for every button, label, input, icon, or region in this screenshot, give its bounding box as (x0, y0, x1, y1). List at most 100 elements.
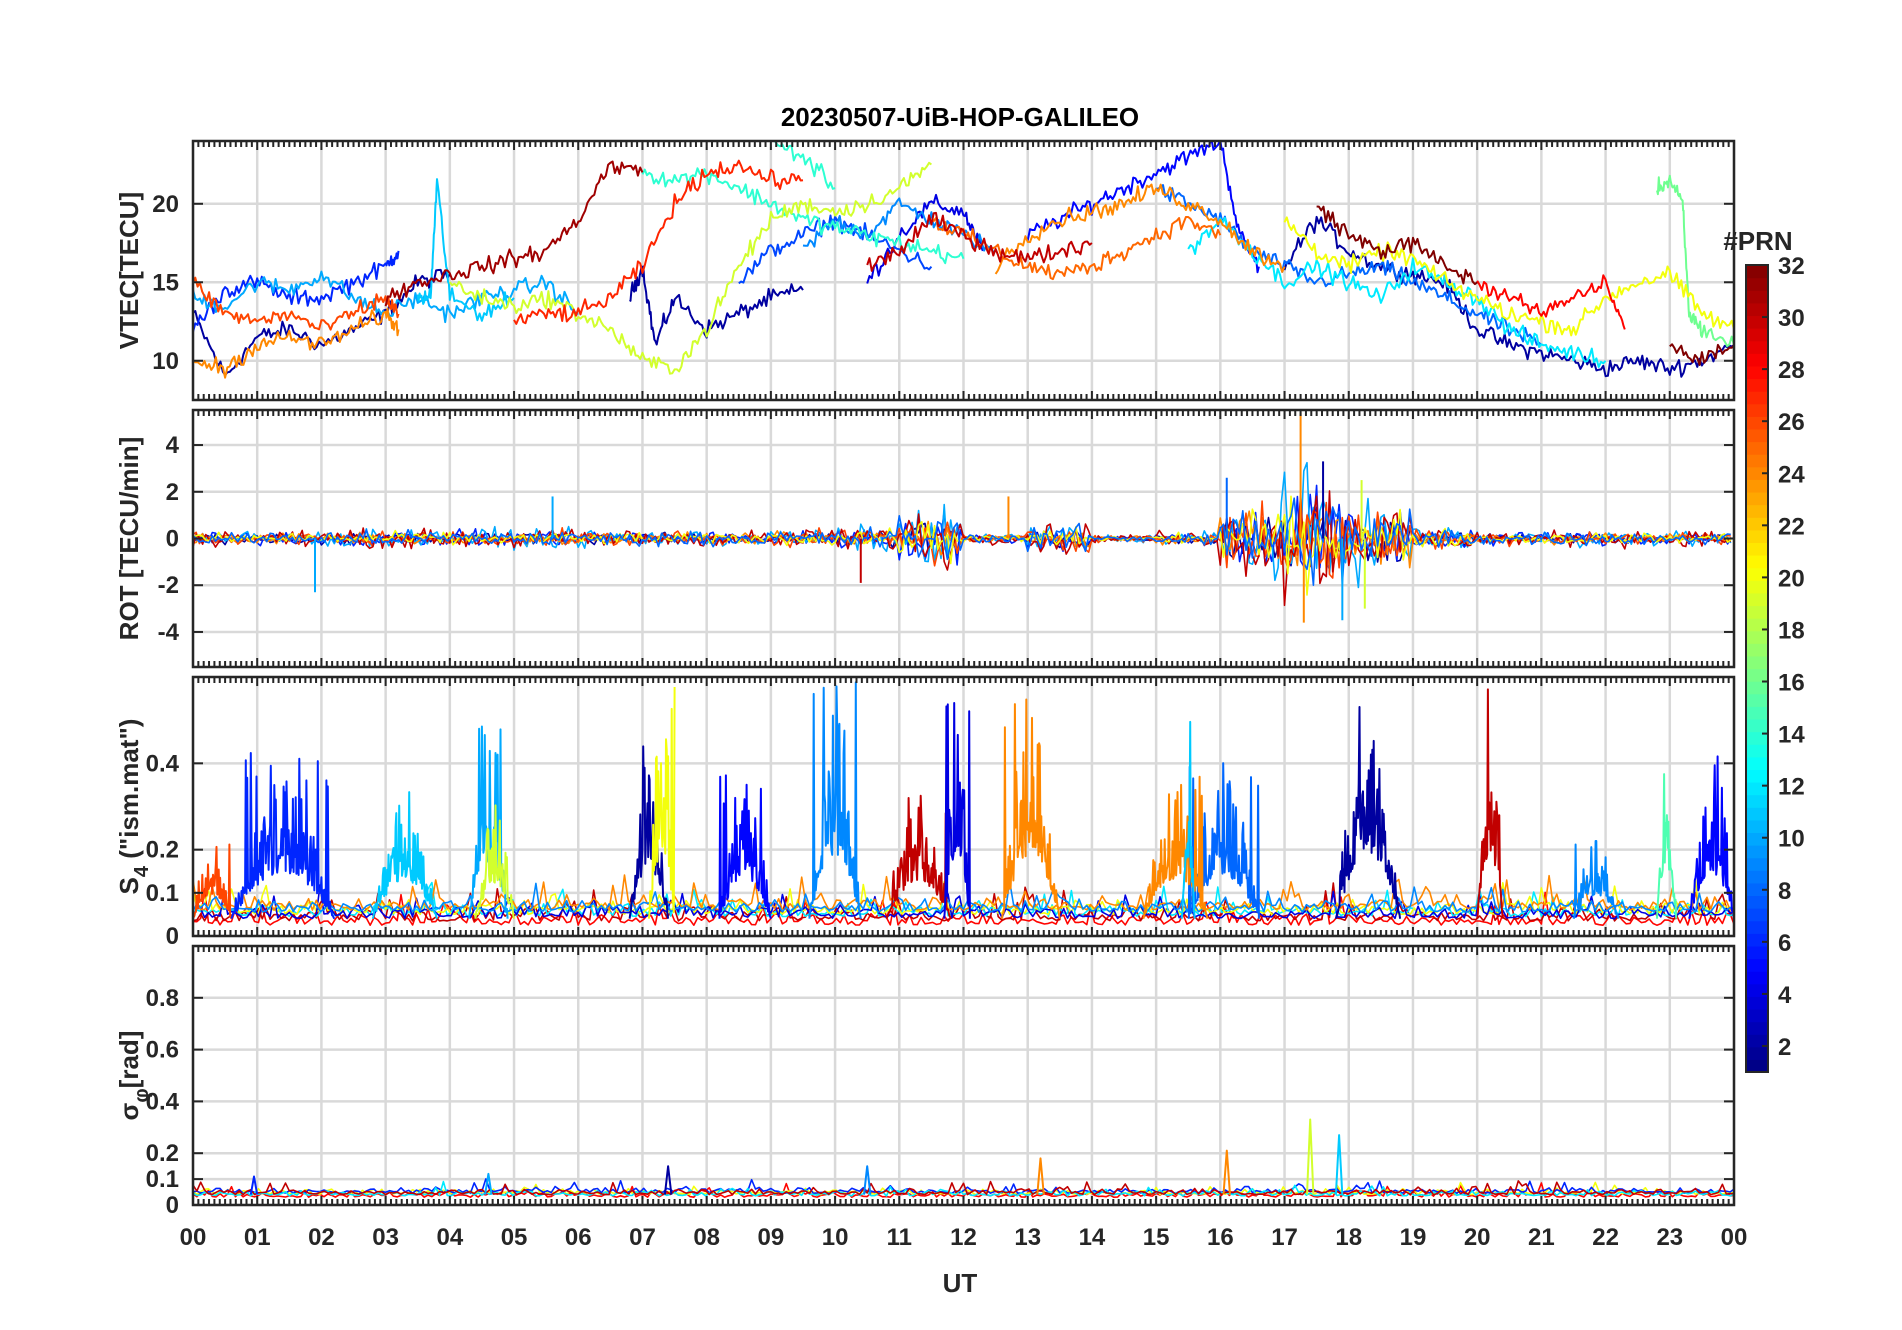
series-group (193, 1118, 1734, 1198)
colorbar-segment (1746, 756, 1768, 770)
s4-burst-prn-26 (193, 843, 233, 920)
panel-s4: 0 0.1 0.2 0.4S4 ("ism.mat") (114, 675, 1736, 950)
colorbar-segment (1746, 491, 1768, 506)
series-group (193, 681, 1734, 926)
colorbar-segment (1746, 466, 1768, 480)
colorbar-segment (1746, 277, 1768, 291)
colorbar-tick-label: 18 (1778, 617, 1805, 644)
x-tick-label: 20 (1464, 1224, 1491, 1251)
s4-burst-prn-4 (943, 702, 971, 919)
y-tick-label: 0.4 (146, 750, 180, 777)
sigma-spike (1222, 1149, 1231, 1195)
sigma_phi-y-axis-label: σφ[rad] (114, 1031, 153, 1121)
x-tick-label: 15 (1143, 1224, 1170, 1251)
series-group (193, 412, 1732, 623)
colorbar-segment (1746, 290, 1768, 304)
colorbar-tick-label: 24 (1778, 461, 1805, 488)
x-tick-label: 17 (1271, 1224, 1298, 1251)
colorbar-segment (1746, 870, 1768, 884)
panel-sigma_phi: 00.10.2 0.4 0.6 0.8 σφ[rad] (114, 944, 1736, 1219)
sigma-spike (663, 1165, 673, 1195)
y-tick-label: -4 (158, 619, 180, 646)
colorbar-segment (1746, 580, 1768, 594)
y-tick-label: 20 (152, 191, 179, 218)
y-tick-label: 0.4 (146, 1088, 180, 1115)
colorbar-segment (1746, 895, 1768, 909)
s4-burst-prn-24 (1001, 698, 1061, 919)
vtec-series-prn-31 (384, 160, 644, 307)
colorbar-segment (1746, 920, 1768, 934)
colorbar-segment (1746, 668, 1768, 682)
vtec-series-prn-30 (866, 211, 1093, 272)
x-axis: 00 01 02 03 04 05 06 07 08 09 10 11 12 13 14 15 16 17 18 19… (180, 1224, 1748, 1251)
sigma-spike (1334, 1134, 1344, 1195)
colorbar-tick-label: 26 (1778, 409, 1805, 436)
y-tick-label: -2 (158, 572, 179, 599)
colorbar-segment (1746, 945, 1768, 960)
colorbar-segment (1746, 315, 1768, 329)
sigma-baseline-prn-12 (193, 1180, 1734, 1197)
sigma-spike (1306, 1118, 1315, 1195)
s4-burst-prn-9 (808, 681, 862, 919)
colorbar-segment (1746, 882, 1768, 897)
colorbar-segment (1746, 592, 1768, 607)
rot-series-prn-8 (193, 497, 1731, 586)
vtec-series-prn-19 (448, 161, 932, 375)
colorbar-segment (1746, 353, 1768, 367)
s4-burst-prn-30 (1476, 688, 1504, 919)
vtec-series-prn-8 (1155, 184, 1543, 346)
x-tick-label: 19 (1400, 1224, 1427, 1251)
series-group (193, 141, 1734, 379)
colorbar-segment (1746, 441, 1768, 455)
colorbar-segment (1746, 1046, 1768, 1060)
x-tick-label: 05 (501, 1224, 528, 1251)
x-tick-label: 16 (1207, 1224, 1234, 1251)
vtec-series-prn-2 (628, 265, 804, 346)
colorbar-segment (1746, 958, 1768, 972)
x-tick-label: 14 (1079, 1224, 1106, 1251)
s4-burst-prn-6 (230, 752, 336, 920)
y-tick-label: 2 (166, 479, 179, 506)
x-tick-label: 03 (372, 1224, 399, 1251)
colorbar-segment (1746, 996, 1768, 1010)
vtec-series-prn-32 (1316, 205, 1478, 286)
x-axis-label: UT (943, 1268, 978, 1298)
s4-burst-prn-2 (1334, 706, 1402, 919)
s4-burst-prn-19 (474, 804, 515, 919)
s4-y-axis-label: S4 ("ism.mat") (114, 719, 153, 895)
vtec-series-prn-16 (1656, 174, 1734, 348)
x-tick-label: 22 (1592, 1224, 1619, 1251)
colorbar-tick-label: 16 (1778, 670, 1805, 697)
y-tick-label: 0.1 (146, 1166, 179, 1193)
x-tick-label: 11 (887, 1224, 912, 1251)
colorbar-segment (1746, 542, 1768, 556)
colorbar-tick-label: 4 (1778, 982, 1792, 1009)
y-tick-label: 0.2 (146, 1140, 179, 1167)
vtec-series-prn-26 (193, 276, 400, 331)
colorbar-segment (1746, 983, 1768, 997)
y-tick-label: 0 (166, 923, 179, 950)
colorbar-segment (1746, 971, 1768, 985)
vtec-series-prn-12 (1187, 216, 1607, 368)
colorbar-segment (1746, 794, 1768, 808)
colorbar-tick-label: 14 (1778, 722, 1805, 749)
vtec-series-prn-11 (416, 178, 515, 322)
colorbar-frame (1745, 264, 1769, 1073)
colorbar-tick-label: 2 (1778, 1034, 1791, 1061)
vtec-series-prn-27 (513, 159, 804, 325)
colorbar-segment (1746, 529, 1768, 544)
x-tick-label: 06 (565, 1224, 592, 1251)
colorbar-segment (1746, 731, 1768, 745)
colorbar-tick-label: 10 (1778, 826, 1805, 853)
colorbar-segment (1746, 403, 1768, 417)
x-tick-label: 23 (1656, 1224, 1683, 1251)
x-tick-label: 00 (180, 1224, 207, 1251)
x-tick-label: 02 (308, 1224, 335, 1251)
colorbar-tick-label: 20 (1778, 565, 1805, 592)
colorbar-segment (1746, 1008, 1768, 1023)
vtec-series-prn-14 (641, 167, 965, 265)
colorbar-segment (1746, 718, 1768, 733)
x-tick-label: 09 (758, 1224, 785, 1251)
s4-burst-prn-2 (628, 745, 670, 919)
